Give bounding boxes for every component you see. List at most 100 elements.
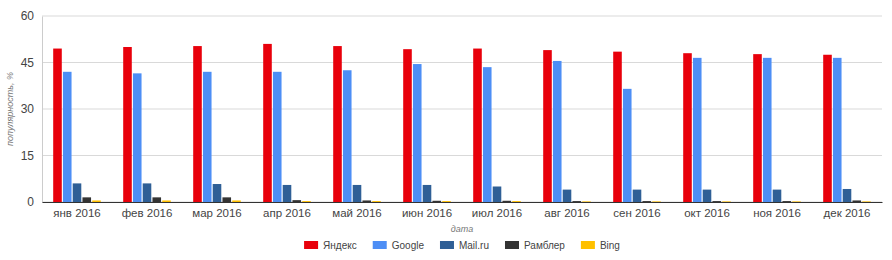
bar: [852, 200, 861, 202]
bar: [403, 49, 412, 202]
bar-series: [53, 44, 832, 202]
bar: [353, 185, 362, 202]
bar: [333, 46, 342, 202]
bar: [73, 183, 82, 202]
bar: [222, 197, 231, 202]
bar: [652, 201, 661, 202]
legend-label: Google: [392, 240, 425, 251]
x-tick-label: июл 2016: [472, 207, 522, 219]
legend-item: Mail.ru: [440, 240, 489, 251]
x-tick-label: янв 2016: [53, 207, 100, 219]
legend-item: Яндекс: [304, 240, 357, 251]
legend-swatch: [304, 241, 318, 249]
y-tick-label: 30: [21, 102, 35, 116]
x-tick-label: окт 2016: [684, 207, 730, 219]
y-tick: 60: [21, 9, 42, 23]
bar: [372, 201, 381, 202]
x-axis-title: дата: [451, 224, 473, 234]
bar: [862, 201, 871, 202]
bar: [563, 190, 572, 202]
y-tick-label: 60: [21, 9, 35, 23]
bar: [423, 185, 432, 202]
bar: [763, 58, 772, 202]
x-tick-label: фев 2016: [122, 207, 173, 219]
bar: [432, 201, 441, 202]
plot-area: 0 15 30 45 60 янв 2016 фев 2016 мар 2016 апр 201…: [21, 9, 883, 219]
bar: [82, 197, 91, 202]
chart-svg: 0 15 30 45 60 янв 2016 фев 2016 мар 2016 апр 201…: [0, 0, 892, 260]
x-tick: фев 2016: [122, 202, 173, 219]
y-axis: 0 15 30 45 60: [21, 9, 43, 209]
bar-series: [82, 197, 861, 202]
bar: [683, 53, 692, 202]
bar: [292, 200, 301, 202]
bar: [162, 200, 171, 202]
x-tick-label: ноя 2016: [753, 207, 801, 219]
bar: [193, 46, 202, 202]
x-axis: янв 2016 фев 2016 мар 2016 апр 2016 май 2016…: [43, 202, 883, 219]
bar: [473, 49, 482, 202]
bar: [843, 189, 852, 202]
x-tick: сен 2016: [613, 202, 660, 219]
bar: [642, 201, 651, 202]
x-tick-label: июн 2016: [402, 207, 452, 219]
bar: [623, 89, 632, 202]
x-tick-label: апр 2016: [263, 207, 311, 219]
bar: [283, 185, 292, 202]
bar: [512, 201, 521, 202]
bar: [823, 55, 832, 202]
y-tick-label: 45: [21, 56, 35, 70]
bar-series: [63, 58, 842, 202]
bar: [442, 201, 451, 202]
x-tick: окт 2016: [684, 202, 730, 219]
bar: [273, 72, 282, 202]
bar: [703, 190, 712, 202]
bar-series: [73, 183, 852, 202]
x-axis-line: [43, 202, 883, 203]
bar: [92, 200, 101, 202]
legend-label: Bing: [600, 240, 620, 251]
x-tick: июл 2016: [472, 202, 522, 219]
bar: [152, 197, 161, 202]
bar: [302, 201, 311, 202]
bar: [483, 67, 492, 202]
y-tick-label: 0: [27, 195, 34, 209]
y-axis-line: [42, 17, 43, 203]
x-tick-label: май 2016: [332, 207, 382, 219]
x-tick: апр 2016: [263, 202, 311, 219]
bar: [553, 61, 562, 202]
bar-series: [92, 200, 871, 202]
x-tick-label: сен 2016: [613, 207, 660, 219]
legend-item: Google: [373, 240, 425, 251]
bar: [753, 54, 762, 202]
bar: [722, 201, 731, 202]
bar: [782, 201, 791, 202]
grid-line: [42, 16, 882, 17]
x-tick: мар 2016: [192, 202, 241, 219]
y-tick-label: 15: [21, 149, 35, 163]
bar: [263, 44, 272, 202]
bar: [232, 200, 241, 202]
y-tick: 45: [21, 56, 42, 70]
bars: [53, 44, 871, 202]
bar: [203, 72, 212, 202]
x-tick: авг 2016: [544, 202, 589, 219]
bar: [833, 58, 842, 202]
bar: [213, 184, 222, 202]
legend-label: Яндекс: [323, 240, 357, 251]
bar: [572, 201, 581, 202]
y-tick: 30: [21, 102, 42, 116]
bar: [502, 201, 511, 202]
x-tick-label: дек 2016: [824, 207, 871, 219]
x-tick: ноя 2016: [753, 202, 801, 219]
legend-label: Mail.ru: [459, 240, 489, 251]
legend-swatch: [373, 241, 387, 249]
x-tick-label: авг 2016: [544, 207, 589, 219]
grid: [42, 16, 882, 202]
bar: [613, 52, 622, 202]
legend-item: Рамблер: [505, 240, 565, 251]
x-tick: дек 2016: [824, 202, 871, 219]
legend-label: Рамблер: [524, 240, 565, 251]
bar: [773, 190, 782, 202]
legend: Яндекс Google Mail.ru Рамблер Bing: [304, 240, 620, 251]
